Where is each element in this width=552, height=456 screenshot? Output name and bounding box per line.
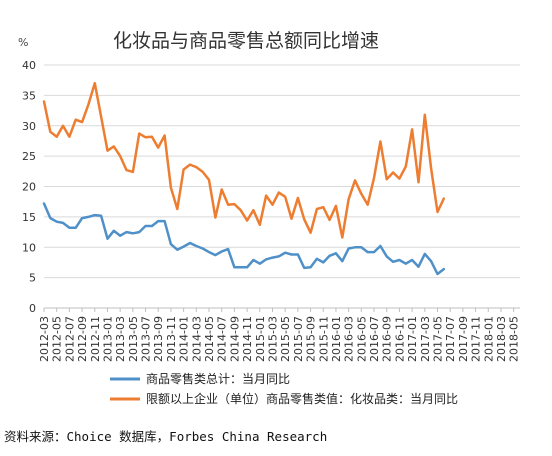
x-tick-label: 2018-05 — [508, 316, 521, 362]
x-tick-label: 2015-11 — [317, 316, 330, 362]
series-line-retail-total — [42, 202, 446, 276]
x-tick-label: 2016-03 — [343, 316, 356, 362]
y-tick-label: 0 — [29, 302, 36, 315]
y-axis-ticks: 0 5 10 15 20 25 30 35 40 — [22, 59, 36, 315]
x-tick-label: 2015-01 — [254, 316, 267, 362]
x-tick-label: 2016-09 — [381, 316, 394, 362]
x-tick-label: 2015-03 — [266, 316, 279, 362]
x-tick-label: 2015-09 — [305, 316, 318, 362]
x-tick-label: 2014-09 — [228, 316, 241, 362]
source-note: 资料来源：Choice 数据库，Forbes China Research — [4, 429, 328, 444]
x-tick-label: 2015-05 — [279, 316, 292, 362]
x-tick-label: 2014-05 — [203, 316, 216, 362]
x-tick-label: 2013-03 — [114, 316, 127, 362]
y-tick-label: 35 — [22, 89, 36, 102]
y-tick-label: 10 — [22, 241, 36, 254]
x-tick-label: 2018-01 — [482, 316, 495, 362]
y-tick-label: 30 — [22, 120, 36, 133]
x-tick-label: 2017-05 — [431, 316, 444, 362]
x-tick-label: 2016-05 — [355, 316, 368, 362]
x-tick-label: 2012-03 — [38, 316, 51, 362]
y-tick-label: 40 — [22, 59, 36, 72]
x-tick-label: 2013-11 — [165, 316, 178, 362]
x-tick-label: 2012-05 — [51, 316, 64, 362]
y-tick-label: 15 — [22, 211, 36, 224]
legend-label-retail-total: 商品零售类总计：当月同比 — [146, 371, 290, 386]
x-tick-label: 2016-01 — [330, 316, 343, 362]
legend: 商品零售类总计：当月同比 限额以上企业（单位）商品零售类值：化妆品类：当月同比 — [110, 371, 458, 406]
chart-title: 化妆品与商品零售总额同比增速 — [113, 30, 379, 52]
gridlines — [44, 64, 520, 309]
x-tick-label: 2016-11 — [393, 316, 406, 362]
x-tick-label: 2013-05 — [127, 316, 140, 362]
x-tick-label: 2017-09 — [457, 316, 470, 362]
x-tick-label: 2016-07 — [368, 316, 381, 362]
x-tick-label: 2012-07 — [63, 316, 76, 362]
legend-label-cosmetics: 限额以上企业（单位）商品零售类值：化妆品类：当月同比 — [146, 391, 458, 406]
x-tick-label: 2014-11 — [241, 316, 254, 362]
y-tick-label: 25 — [22, 150, 36, 163]
x-tick-label: 2012-09 — [76, 316, 89, 362]
y-tick-label: 20 — [22, 181, 36, 194]
x-tick-label: 2014-07 — [216, 316, 229, 362]
y-axis-unit: % — [18, 36, 28, 49]
x-tick-label: 2013-07 — [140, 316, 153, 362]
x-tick-label: 2015-07 — [292, 316, 305, 362]
x-tick-label: 2017-11 — [470, 316, 483, 362]
x-tick-label: 2018-03 — [495, 316, 508, 362]
x-tick-label: 2012-11 — [89, 316, 102, 362]
x-tick-label: 2017-07 — [444, 316, 457, 362]
series-lines — [42, 81, 446, 276]
x-tick-label: 2013-01 — [101, 316, 114, 362]
x-tick-label: 2017-03 — [419, 316, 432, 362]
x-tick-label: 2014-01 — [178, 316, 191, 362]
x-tick-label: 2013-09 — [152, 316, 165, 362]
x-axis-ticks: 2012-03 2012-05 2012-07 2012-09 2012-11 2013-… — [38, 308, 521, 362]
x-tick-label: 2017-01 — [406, 316, 419, 362]
x-tick-label: 2014-03 — [190, 316, 203, 362]
y-tick-label: 5 — [29, 272, 36, 285]
series-line-cosmetics — [42, 81, 446, 239]
